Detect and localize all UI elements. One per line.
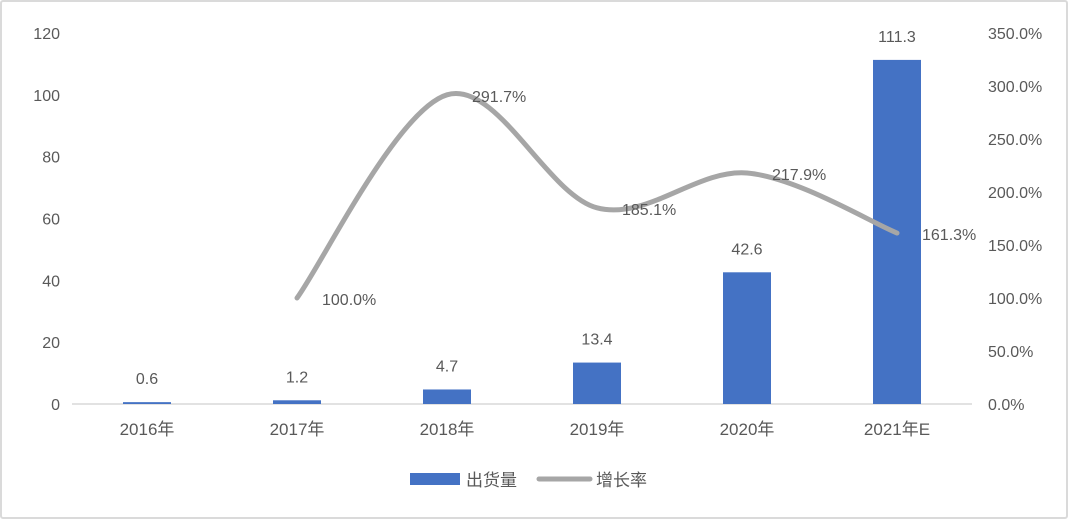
line-value-label: 217.9% [772,167,826,184]
x-tick-label: 2021年E [864,420,930,439]
x-tick-label: 2020年 [720,420,775,439]
bar-value-label: 0.6 [136,371,158,388]
line-value-label: 185.1% [622,202,676,219]
x-tick-label: 2017年 [270,420,325,439]
bar-2017年 [273,400,321,404]
bar-2018年 [423,389,471,404]
line-value-label: 161.3% [922,227,976,244]
bar-2020年 [723,272,771,404]
x-tick-label: 2019年 [570,420,625,439]
y-tick-label-right: 100.0% [988,291,1042,308]
y-tick-label-right: 250.0% [988,132,1042,149]
y-tick-label-right: 200.0% [988,185,1042,202]
y-tick-label-left: 120 [33,26,60,43]
x-tick-label: 2018年 [420,420,475,439]
y-tick-label-right: 300.0% [988,79,1042,96]
bar-value-label: 111.3 [878,29,916,46]
bar-value-label: 4.7 [436,358,458,375]
y-tick-label-left: 60 [42,212,60,229]
y-tick-label-right: 150.0% [988,238,1042,255]
legend-bar-swatch [410,473,460,485]
y-tick-label-left: 100 [33,88,60,105]
y-tick-label-left: 20 [42,335,60,352]
bar-2016年 [123,402,171,404]
growth-line-path [294,90,900,301]
line-value-label: 100.0% [322,292,376,309]
y-tick-label-right: 350.0% [988,26,1042,43]
bar-value-label: 42.6 [731,241,762,258]
y-tick-label-right: 50.0% [988,344,1033,361]
bar-value-label: 13.4 [581,332,612,349]
line-value-label: 291.7% [472,89,526,106]
bar-2019年 [573,362,621,404]
y-tick-label-left: 40 [42,273,60,290]
y-tick-label-left: 80 [42,150,60,167]
y-tick-label-right: 0.0% [988,397,1024,414]
bar-value-label: 1.2 [286,369,308,386]
x-tick-label: 2016年 [120,420,175,439]
legend-label-growth: 增长率 [596,471,647,490]
y-tick-label-left: 0 [51,397,60,414]
legend-label-shipments: 出货量 [466,471,517,490]
